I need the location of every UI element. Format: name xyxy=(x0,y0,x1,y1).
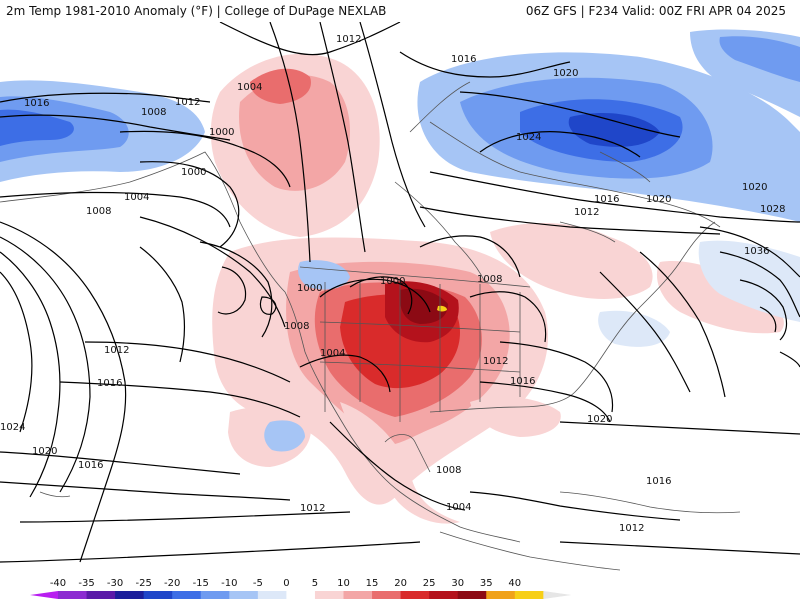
legend-swatch xyxy=(343,591,373,599)
color-legend: -40 -35 -30 -25 -20 -15 -10 -5 0 5 10 15 20 25 30 35 40 xyxy=(30,578,572,599)
isobar-label: 1012 xyxy=(619,523,644,534)
isobar-label: 1016 xyxy=(451,54,476,65)
isobar-label: 1016 xyxy=(24,98,49,109)
run-info: 06Z GFS | F234 Valid: 00Z FRI APR 04 202… xyxy=(525,4,786,18)
legend-swatch xyxy=(86,591,116,599)
legend-tick-label: 40 xyxy=(508,578,521,589)
legend-tick-label: 35 xyxy=(480,578,493,589)
legend-tick-label: 10 xyxy=(337,578,350,589)
legend-swatch xyxy=(400,591,430,599)
coastlines xyxy=(0,81,741,571)
legend-swatch xyxy=(229,591,259,599)
isobar-label: 1020 xyxy=(587,414,612,425)
isobar-label: 1028 xyxy=(760,204,785,215)
legend-tick-label: -15 xyxy=(193,578,209,589)
legend-tick-label: -30 xyxy=(107,578,123,589)
isobar-label: 1004 xyxy=(320,348,345,359)
isobar-label: 1024 xyxy=(516,132,541,143)
isobar-label: 1004 xyxy=(237,82,262,93)
legend-swatch xyxy=(257,591,287,599)
legend-swatch xyxy=(30,591,58,599)
isobar-label: 1020 xyxy=(742,182,767,193)
isobar-label: 1000 xyxy=(209,127,234,138)
legend-tick-label: -25 xyxy=(135,578,151,589)
legend-swatches xyxy=(30,591,572,599)
legend-tick-labels: -40 -35 -30 -25 -20 -15 -10 -5 0 5 10 15 20 25 30 35 40 xyxy=(50,578,521,589)
legend-tick-label: 30 xyxy=(451,578,464,589)
legend-swatch xyxy=(286,591,316,599)
legend-swatch xyxy=(372,591,402,599)
isobar-label: 1016 xyxy=(97,378,122,389)
isobar-label: 1020 xyxy=(553,68,578,79)
legend-tick-label: 20 xyxy=(394,578,407,589)
legend-swatch xyxy=(314,591,344,599)
isobar-label: 1020 xyxy=(32,446,57,457)
legend-swatch xyxy=(486,591,516,599)
temperature-anomaly-map[interactable]: 1012 1016 1020 1016 1004 1008 1012 1000 … xyxy=(0,22,800,576)
isobar-label: 1012 xyxy=(483,356,508,367)
legend-tick-label: -20 xyxy=(164,578,180,589)
isobar-label: 1004 xyxy=(446,502,471,513)
legend-swatch xyxy=(514,591,544,599)
legend-swatch xyxy=(200,591,230,599)
isobar-label: 1012 xyxy=(574,207,599,218)
legend-swatch xyxy=(58,591,88,599)
chart-title: 2m Temp 1981-2010 Anomaly (°F) | College… xyxy=(6,4,387,18)
isobar-labels: 1012 1016 1020 1016 1004 1008 1012 1000 … xyxy=(0,34,785,534)
legend-tick-label: 0 xyxy=(283,578,289,589)
legend-tick-label: -5 xyxy=(253,578,263,589)
isobar-label: 1036 xyxy=(744,246,769,257)
legend-swatch xyxy=(172,591,202,599)
isobar-label: 1008 xyxy=(86,206,111,217)
isobar-label: 1008 xyxy=(141,107,166,118)
isobar-label: 1016 xyxy=(646,476,671,487)
legend-tick-label: 5 xyxy=(312,578,318,589)
isobar-label: 1012 xyxy=(300,503,325,514)
isobar-label: 1024 xyxy=(0,422,25,433)
legend-swatch xyxy=(115,591,145,599)
isobar-label: 1012 xyxy=(175,97,200,108)
legend-swatch xyxy=(143,591,173,599)
isobar-label: 1000 xyxy=(181,167,206,178)
isobar-label: 1016 xyxy=(78,460,103,471)
isobar-label: 1016 xyxy=(510,376,535,387)
legend-swatch xyxy=(429,591,459,599)
isobar-label: 1008 xyxy=(284,321,309,332)
legend-swatch xyxy=(457,591,487,599)
legend-tick-label: 15 xyxy=(366,578,379,589)
isobar-label: 1016 xyxy=(594,194,619,205)
isobar-label: 1012 xyxy=(336,34,361,45)
legend-tick-label: -40 xyxy=(50,578,66,589)
isobar-label: 1008 xyxy=(436,465,461,476)
isobar-label: 1020 xyxy=(646,194,671,205)
header-bar: 2m Temp 1981-2010 Anomaly (°F) | College… xyxy=(0,0,800,22)
isobar-label: 1000 xyxy=(297,283,322,294)
legend-tick-label: 25 xyxy=(423,578,436,589)
isobar-label: 1012 xyxy=(104,345,129,356)
legend-swatch xyxy=(543,591,572,599)
isobar-label: 1008 xyxy=(477,274,502,285)
isobars xyxy=(0,22,800,563)
legend-tick-label: -10 xyxy=(221,578,237,589)
legend-tick-label: -35 xyxy=(78,578,94,589)
isobar-label: 1004 xyxy=(124,192,149,203)
isobar-label: 1000 xyxy=(380,276,405,287)
